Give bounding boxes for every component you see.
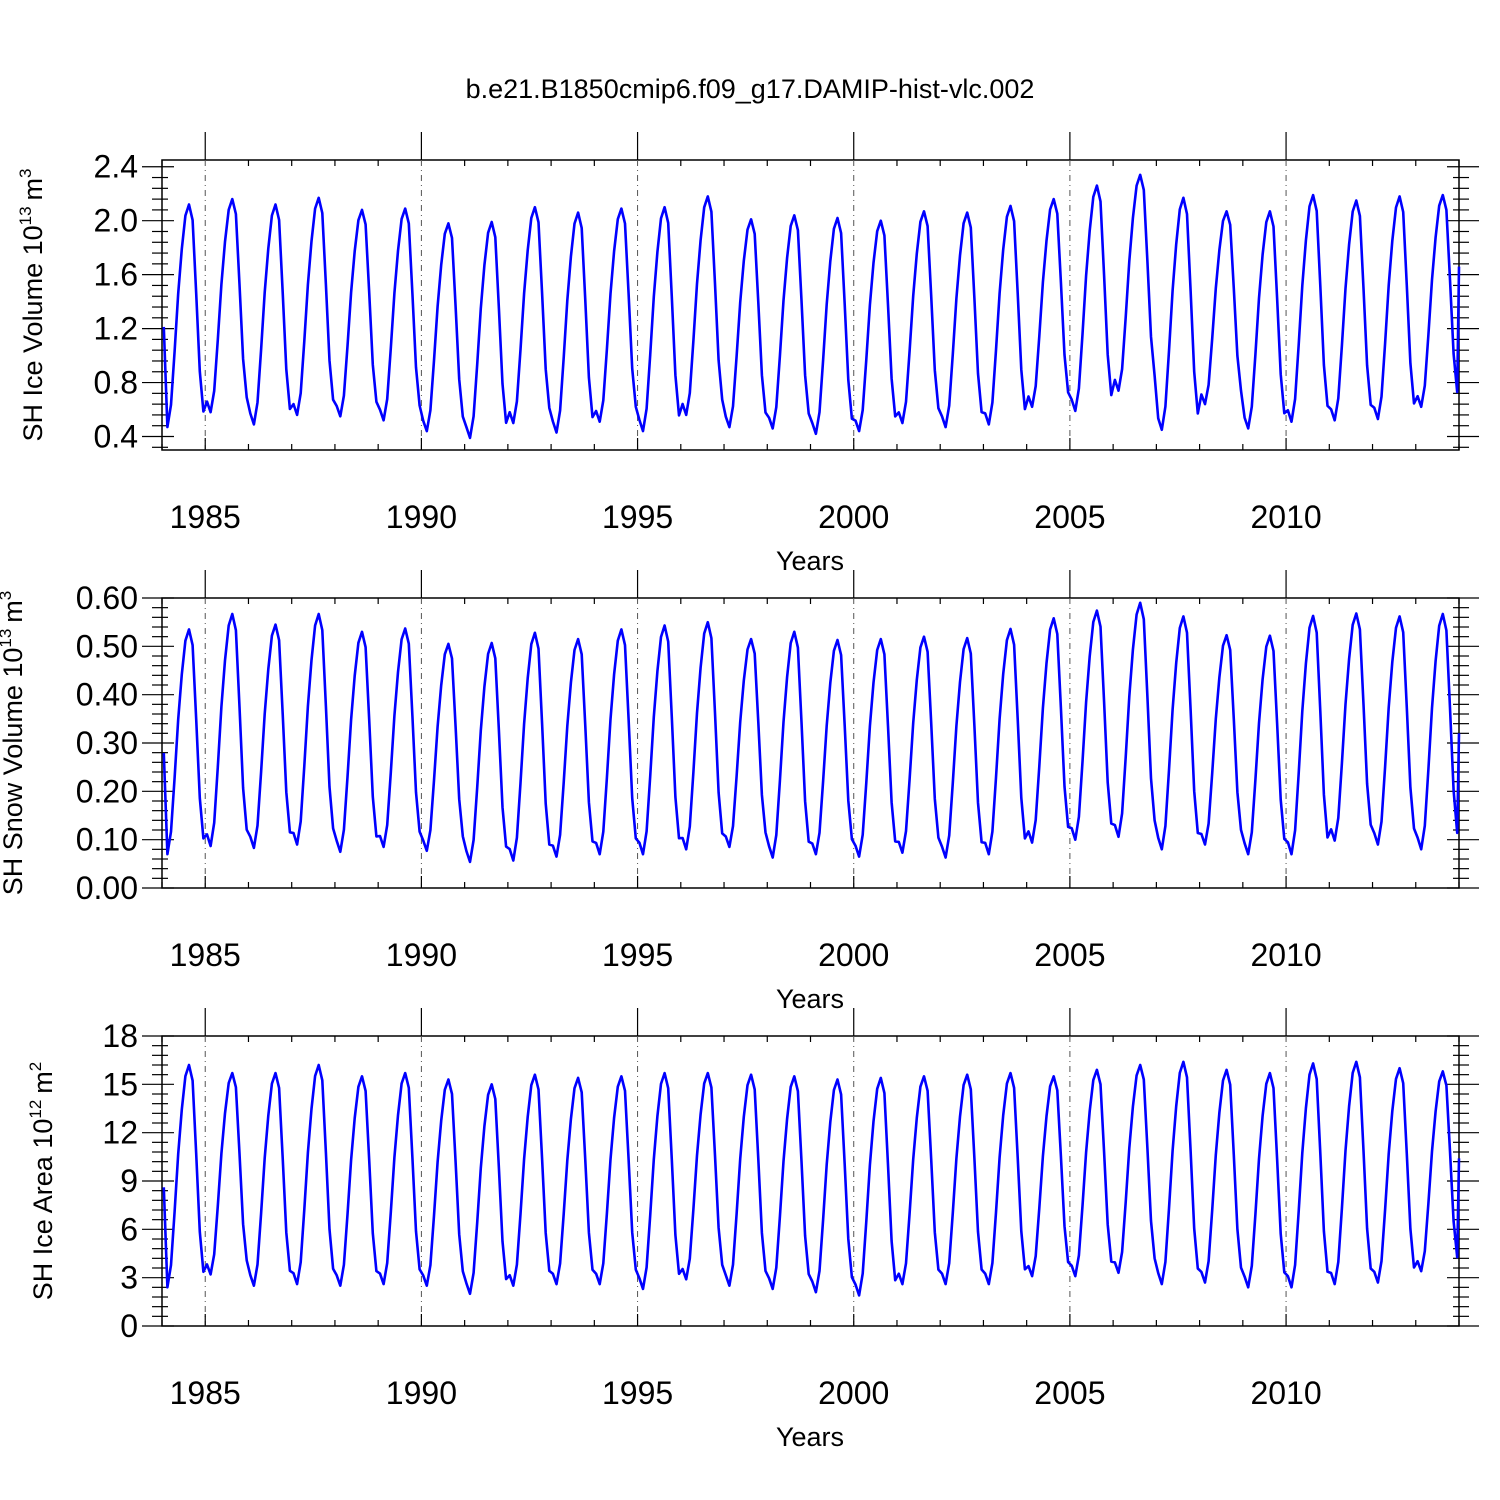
- x-tick-label: 1985: [170, 1375, 241, 1411]
- x-tick-label: 2010: [1250, 1375, 1321, 1411]
- panel-ice-volume: 1985 1990 1995 2000 2005 2010 0.4 0.8 1.2 1.6 2.0 2…: [16, 132, 1479, 576]
- x-tick-label: 2005: [1034, 1375, 1105, 1411]
- figure-title: b.e21.B1850cmip6.f09_g17.DAMIP-hist-vlc.…: [466, 74, 1035, 104]
- y-tick-label: 9: [120, 1163, 138, 1199]
- y-tick-label: 0.00: [76, 870, 138, 906]
- plot-frame: [161, 1035, 1460, 1327]
- y-axis-label: SH Ice Volume 1013m3: [16, 168, 48, 441]
- plot-frame: [161, 159, 1460, 451]
- x-tick-label: 2000: [818, 937, 889, 973]
- y-axis-label: SH Ice Area 1012m2: [26, 1062, 58, 1301]
- x-tick-label: 1995: [602, 1375, 673, 1411]
- series-line-ice-volume: [162, 173, 1461, 440]
- x-tick-label: 1985: [170, 499, 241, 535]
- x-tick-label: 1995: [602, 499, 673, 535]
- x-tick-label: 2010: [1250, 499, 1321, 535]
- x-tick-label: 2000: [818, 1375, 889, 1411]
- x-tick-label: 1990: [386, 1375, 457, 1411]
- x-tick-label: 2000: [818, 499, 889, 535]
- x-axis-label: Years: [776, 984, 844, 1014]
- y-tick-label: 6: [120, 1211, 138, 1247]
- x-tick-label: 1995: [602, 937, 673, 973]
- plot-frame: [161, 597, 1460, 889]
- y-tick-label: 1.6: [94, 257, 138, 293]
- y-tick-label: 0.4: [94, 419, 138, 455]
- x-axis-label: Years: [776, 546, 844, 576]
- y-tick-label: 12: [102, 1115, 138, 1151]
- x-tick-label: 1990: [386, 937, 457, 973]
- y-tick-label: 1.2: [94, 311, 138, 347]
- y-tick-label: 2.0: [94, 203, 138, 239]
- x-tick-label: 1985: [170, 937, 241, 973]
- y-tick-label: 0.40: [76, 677, 138, 713]
- y-tick-label: 0.10: [76, 822, 138, 858]
- y-tick-label: 18: [102, 1018, 138, 1054]
- series-line-ice-area: [162, 1060, 1461, 1297]
- panel-ice-area: 1985 1990 1995 2000 2005 2010 0 3 6 9 12 15 18 Years…: [26, 1008, 1479, 1452]
- y-tick-label: 0.8: [94, 365, 138, 401]
- x-tick-label: 2005: [1034, 937, 1105, 973]
- y-axis-label: SH Snow Volume 1013m3: [0, 591, 28, 896]
- x-axis-label: Years: [776, 1422, 844, 1452]
- series-line-snow-volume: [162, 601, 1461, 864]
- x-tick-label: 2005: [1034, 499, 1105, 535]
- y-tick-label: 0.30: [76, 725, 138, 761]
- y-tick-label: 0.60: [76, 580, 138, 616]
- y-tick-label: 15: [102, 1066, 138, 1102]
- y-tick-label: 0.50: [76, 628, 138, 664]
- y-tick-label: 0.20: [76, 773, 138, 809]
- y-tick-label: 2.4: [94, 149, 138, 185]
- y-tick-label: 0: [120, 1308, 138, 1344]
- x-tick-label: 1990: [386, 499, 457, 535]
- panel-snow-volume: 1985 1990 1995 2000 2005 2010 0.00 0.10 0.20 0.30…: [0, 570, 1479, 1014]
- y-tick-label: 3: [120, 1260, 138, 1296]
- x-tick-label: 2010: [1250, 937, 1321, 973]
